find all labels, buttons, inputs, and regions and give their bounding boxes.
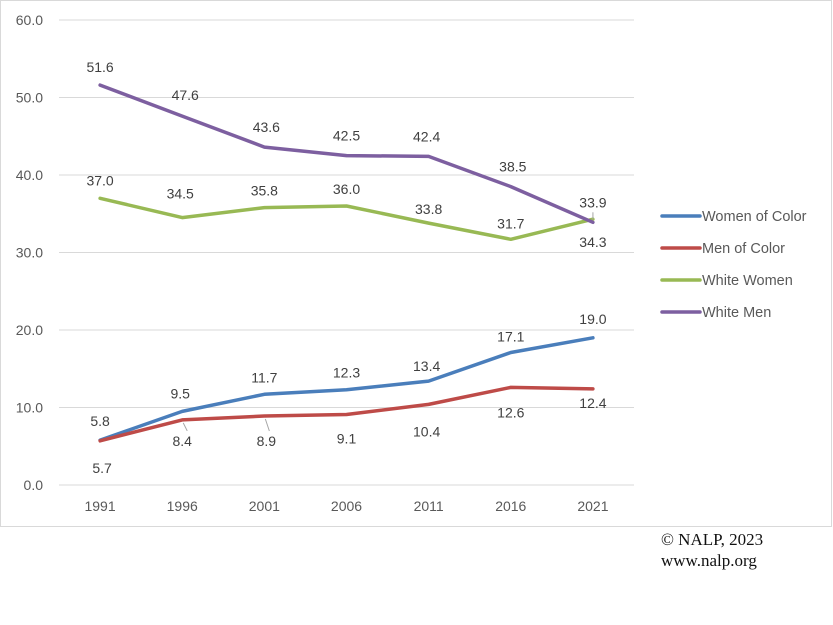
data-label: 35.8 bbox=[251, 183, 278, 199]
series-line-white-women bbox=[98, 196, 595, 242]
series-line-white-men bbox=[98, 83, 595, 225]
data-label: 36.0 bbox=[333, 181, 360, 197]
legend: Women of Color Men of Color White Women Whi… bbox=[660, 209, 807, 321]
x-tick-label: 1996 bbox=[167, 498, 198, 514]
data-label: 34.3 bbox=[579, 234, 606, 250]
data-label: 10.4 bbox=[413, 423, 440, 439]
data-label: 43.6 bbox=[253, 119, 280, 135]
y-tick-label: 60.0 bbox=[16, 12, 43, 28]
y-tick-label: 40.0 bbox=[16, 167, 43, 183]
data-label: 12.6 bbox=[497, 404, 524, 420]
label-leader-lines bbox=[182, 212, 594, 432]
legend-label: Women of Color bbox=[702, 209, 807, 225]
y-tick-label: 20.0 bbox=[16, 322, 43, 338]
data-label: 31.7 bbox=[497, 215, 524, 231]
leader-line bbox=[182, 422, 188, 432]
data-label: 5.8 bbox=[90, 413, 110, 429]
line-chart: 0.0 10.0 20.0 30.0 40.0 50.0 60.0 1991 1996 2001… bbox=[16, 12, 807, 514]
y-tick-label: 30.0 bbox=[16, 245, 43, 261]
y-tick-label: 50.0 bbox=[16, 90, 43, 106]
x-tick-label: 2016 bbox=[495, 498, 526, 514]
data-label: 13.4 bbox=[413, 358, 440, 374]
data-label: 9.5 bbox=[170, 385, 190, 401]
x-tick-label: 2021 bbox=[577, 498, 608, 514]
data-label: 37.0 bbox=[86, 172, 113, 188]
data-labels: 5.8 9.5 11.7 12.3 13.4 17.1 19.0 5.7 8.4 8.9 9.1 10… bbox=[86, 59, 606, 476]
x-tick-label: 1991 bbox=[84, 498, 115, 514]
x-tick-label: 2011 bbox=[414, 498, 444, 514]
credit-block: © NALP, 2023 www.nalp.org bbox=[661, 529, 763, 571]
data-label: 47.6 bbox=[172, 87, 199, 103]
data-label: 33.9 bbox=[579, 194, 606, 210]
data-label: 8.9 bbox=[257, 433, 277, 449]
data-label: 33.8 bbox=[415, 201, 442, 217]
data-label: 19.0 bbox=[579, 311, 606, 327]
website-text: www.nalp.org bbox=[661, 551, 757, 570]
y-tick-label: 0.0 bbox=[24, 477, 44, 493]
y-tick-label: 10.0 bbox=[16, 400, 43, 416]
data-label: 34.5 bbox=[167, 186, 194, 202]
x-tick-label: 2001 bbox=[249, 498, 280, 514]
x-axis-tick-labels: 1991 1996 2001 2006 2011 2016 2021 bbox=[84, 498, 608, 514]
data-label: 51.6 bbox=[86, 59, 113, 75]
legend-label: White Women bbox=[702, 273, 793, 289]
series-lines bbox=[98, 83, 595, 443]
series-line-women-of-color bbox=[98, 336, 595, 442]
leader-line bbox=[264, 418, 270, 432]
series-line-men-of-color bbox=[98, 385, 595, 443]
copyright-text: © NALP, 2023 bbox=[661, 530, 764, 549]
data-label: 12.4 bbox=[579, 395, 606, 411]
data-label: 8.4 bbox=[172, 433, 192, 449]
data-label: 17.1 bbox=[497, 328, 524, 344]
legend-label: Men of Color bbox=[702, 241, 785, 257]
data-label: 38.5 bbox=[499, 159, 526, 175]
chart-area bbox=[0, 0, 832, 527]
data-label: 42.5 bbox=[333, 128, 360, 144]
data-label: 12.3 bbox=[333, 365, 360, 381]
data-label: 9.1 bbox=[337, 430, 357, 446]
data-label: 11.7 bbox=[251, 369, 277, 385]
y-axis-tick-labels: 0.0 10.0 20.0 30.0 40.0 50.0 60.0 bbox=[16, 12, 43, 493]
x-tick-label: 2006 bbox=[331, 498, 362, 514]
gridlines bbox=[59, 19, 634, 486]
data-label: 42.4 bbox=[413, 128, 440, 144]
data-label: 5.7 bbox=[92, 460, 112, 476]
legend-label: White Men bbox=[702, 305, 771, 321]
